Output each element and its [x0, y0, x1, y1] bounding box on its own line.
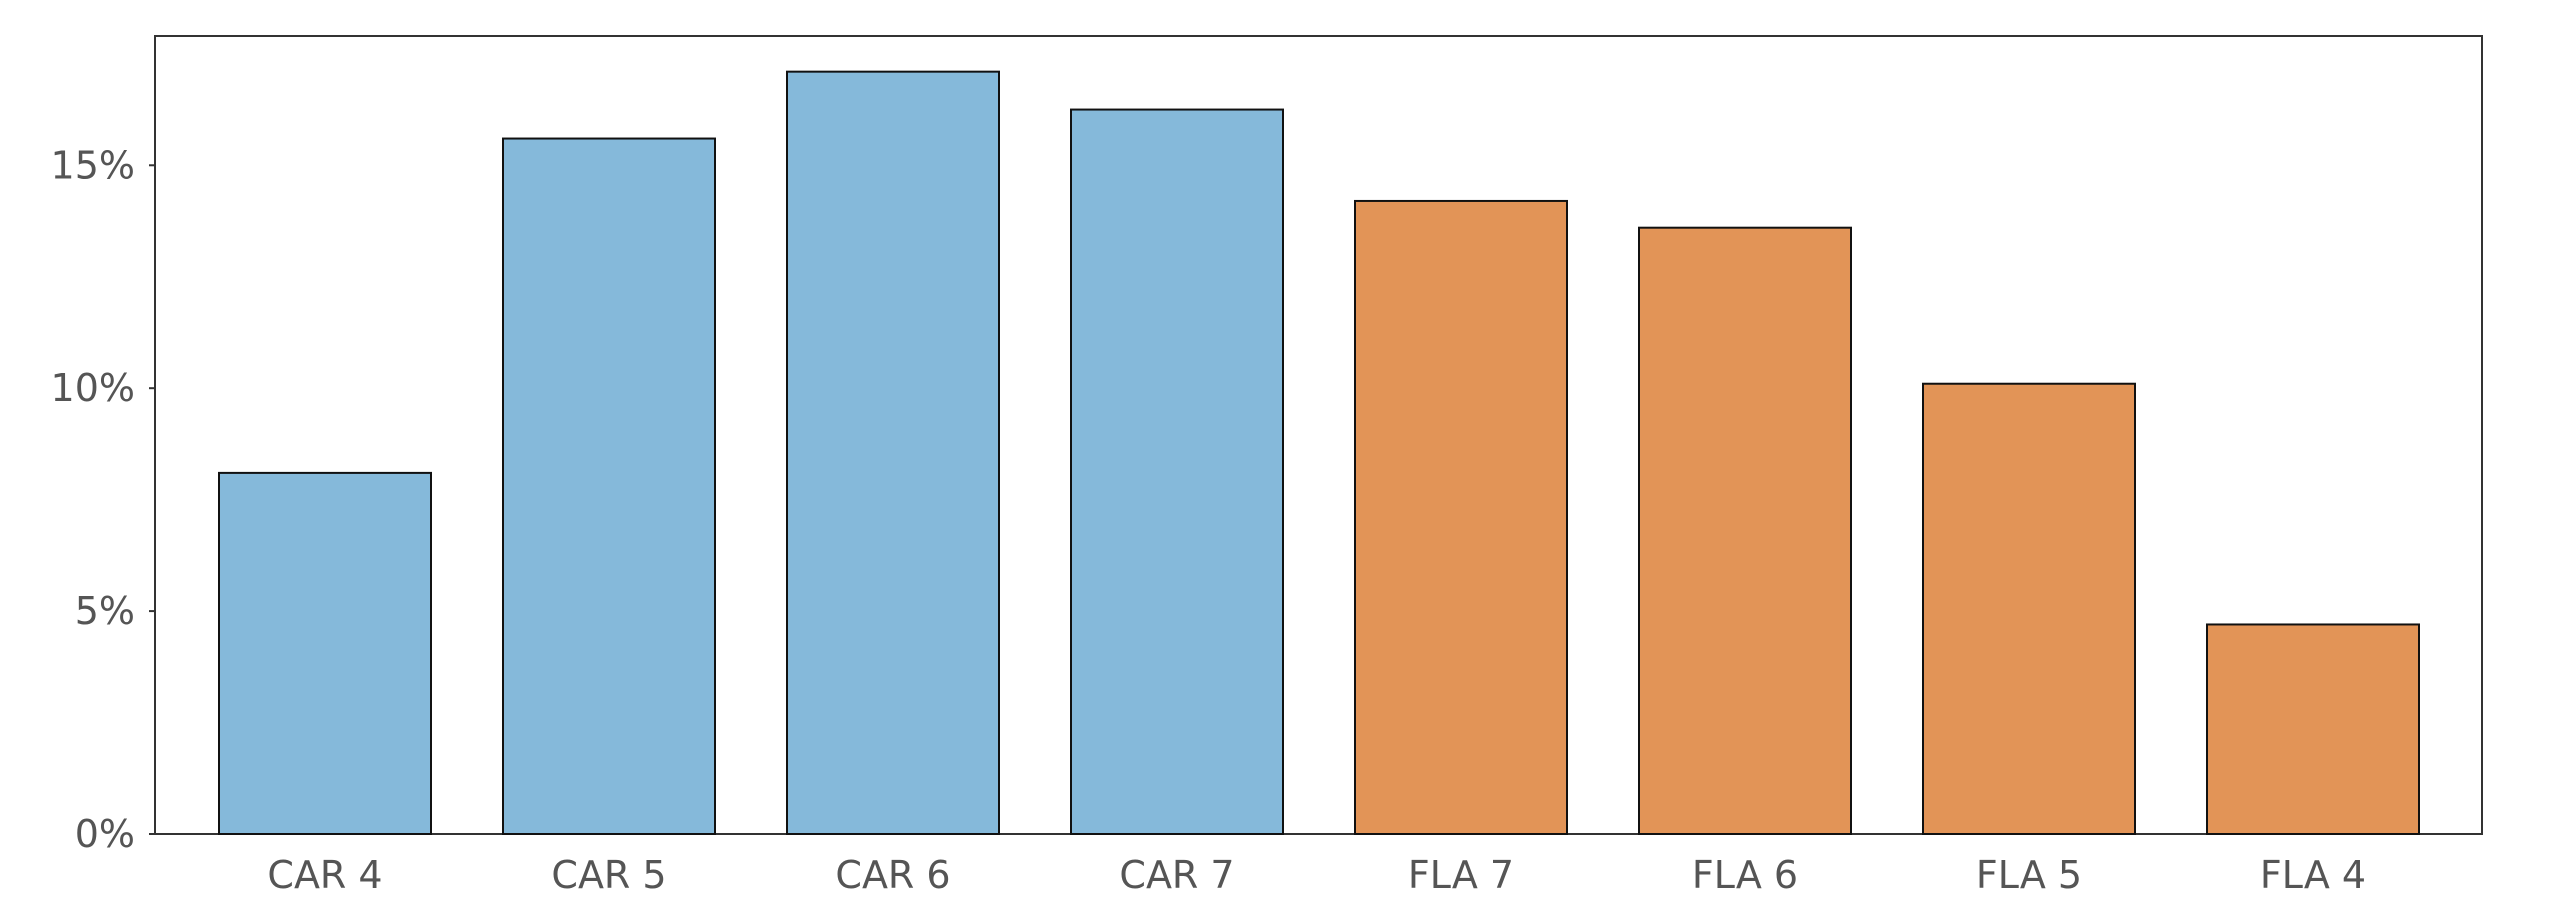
x-tick-label: CAR 4: [267, 853, 382, 897]
x-tick-label: CAR 6: [835, 853, 950, 897]
x-tick-label: CAR 7: [1119, 853, 1234, 897]
y-tick-label: 5%: [75, 589, 135, 633]
x-tick-label: FLA 4: [2260, 853, 2366, 897]
x-tick-label: FLA 6: [1692, 853, 1798, 897]
bar-car-6: [786, 70, 1000, 836]
bar-fla-7: [1354, 199, 1568, 836]
bar-fla-4: [2206, 623, 2420, 836]
bars-group: [218, 70, 2420, 836]
bar-fla-6: [1638, 226, 1852, 836]
y-axis-ticks: 0% 5% 10% 15%: [51, 143, 155, 856]
plot-frame: [154, 35, 2483, 835]
x-tick-label: FLA 7: [1408, 853, 1514, 897]
bar-car-5: [502, 137, 716, 835]
x-tick-label: FLA 5: [1976, 853, 2082, 897]
bar-fla-5: [1922, 382, 2136, 835]
bar-car-4: [218, 471, 432, 835]
y-tick-label: 10%: [51, 366, 135, 410]
bar-car-7: [1070, 108, 1284, 836]
y-tick-label: 15%: [51, 143, 135, 187]
x-tick-label: CAR 5: [551, 853, 666, 897]
y-tick-label: 0%: [75, 812, 135, 856]
x-axis-ticks: CAR 4 CAR 5 CAR 6 CAR 7 FLA 7 FLA 6 FLA 5 FLA 4: [267, 853, 2366, 897]
